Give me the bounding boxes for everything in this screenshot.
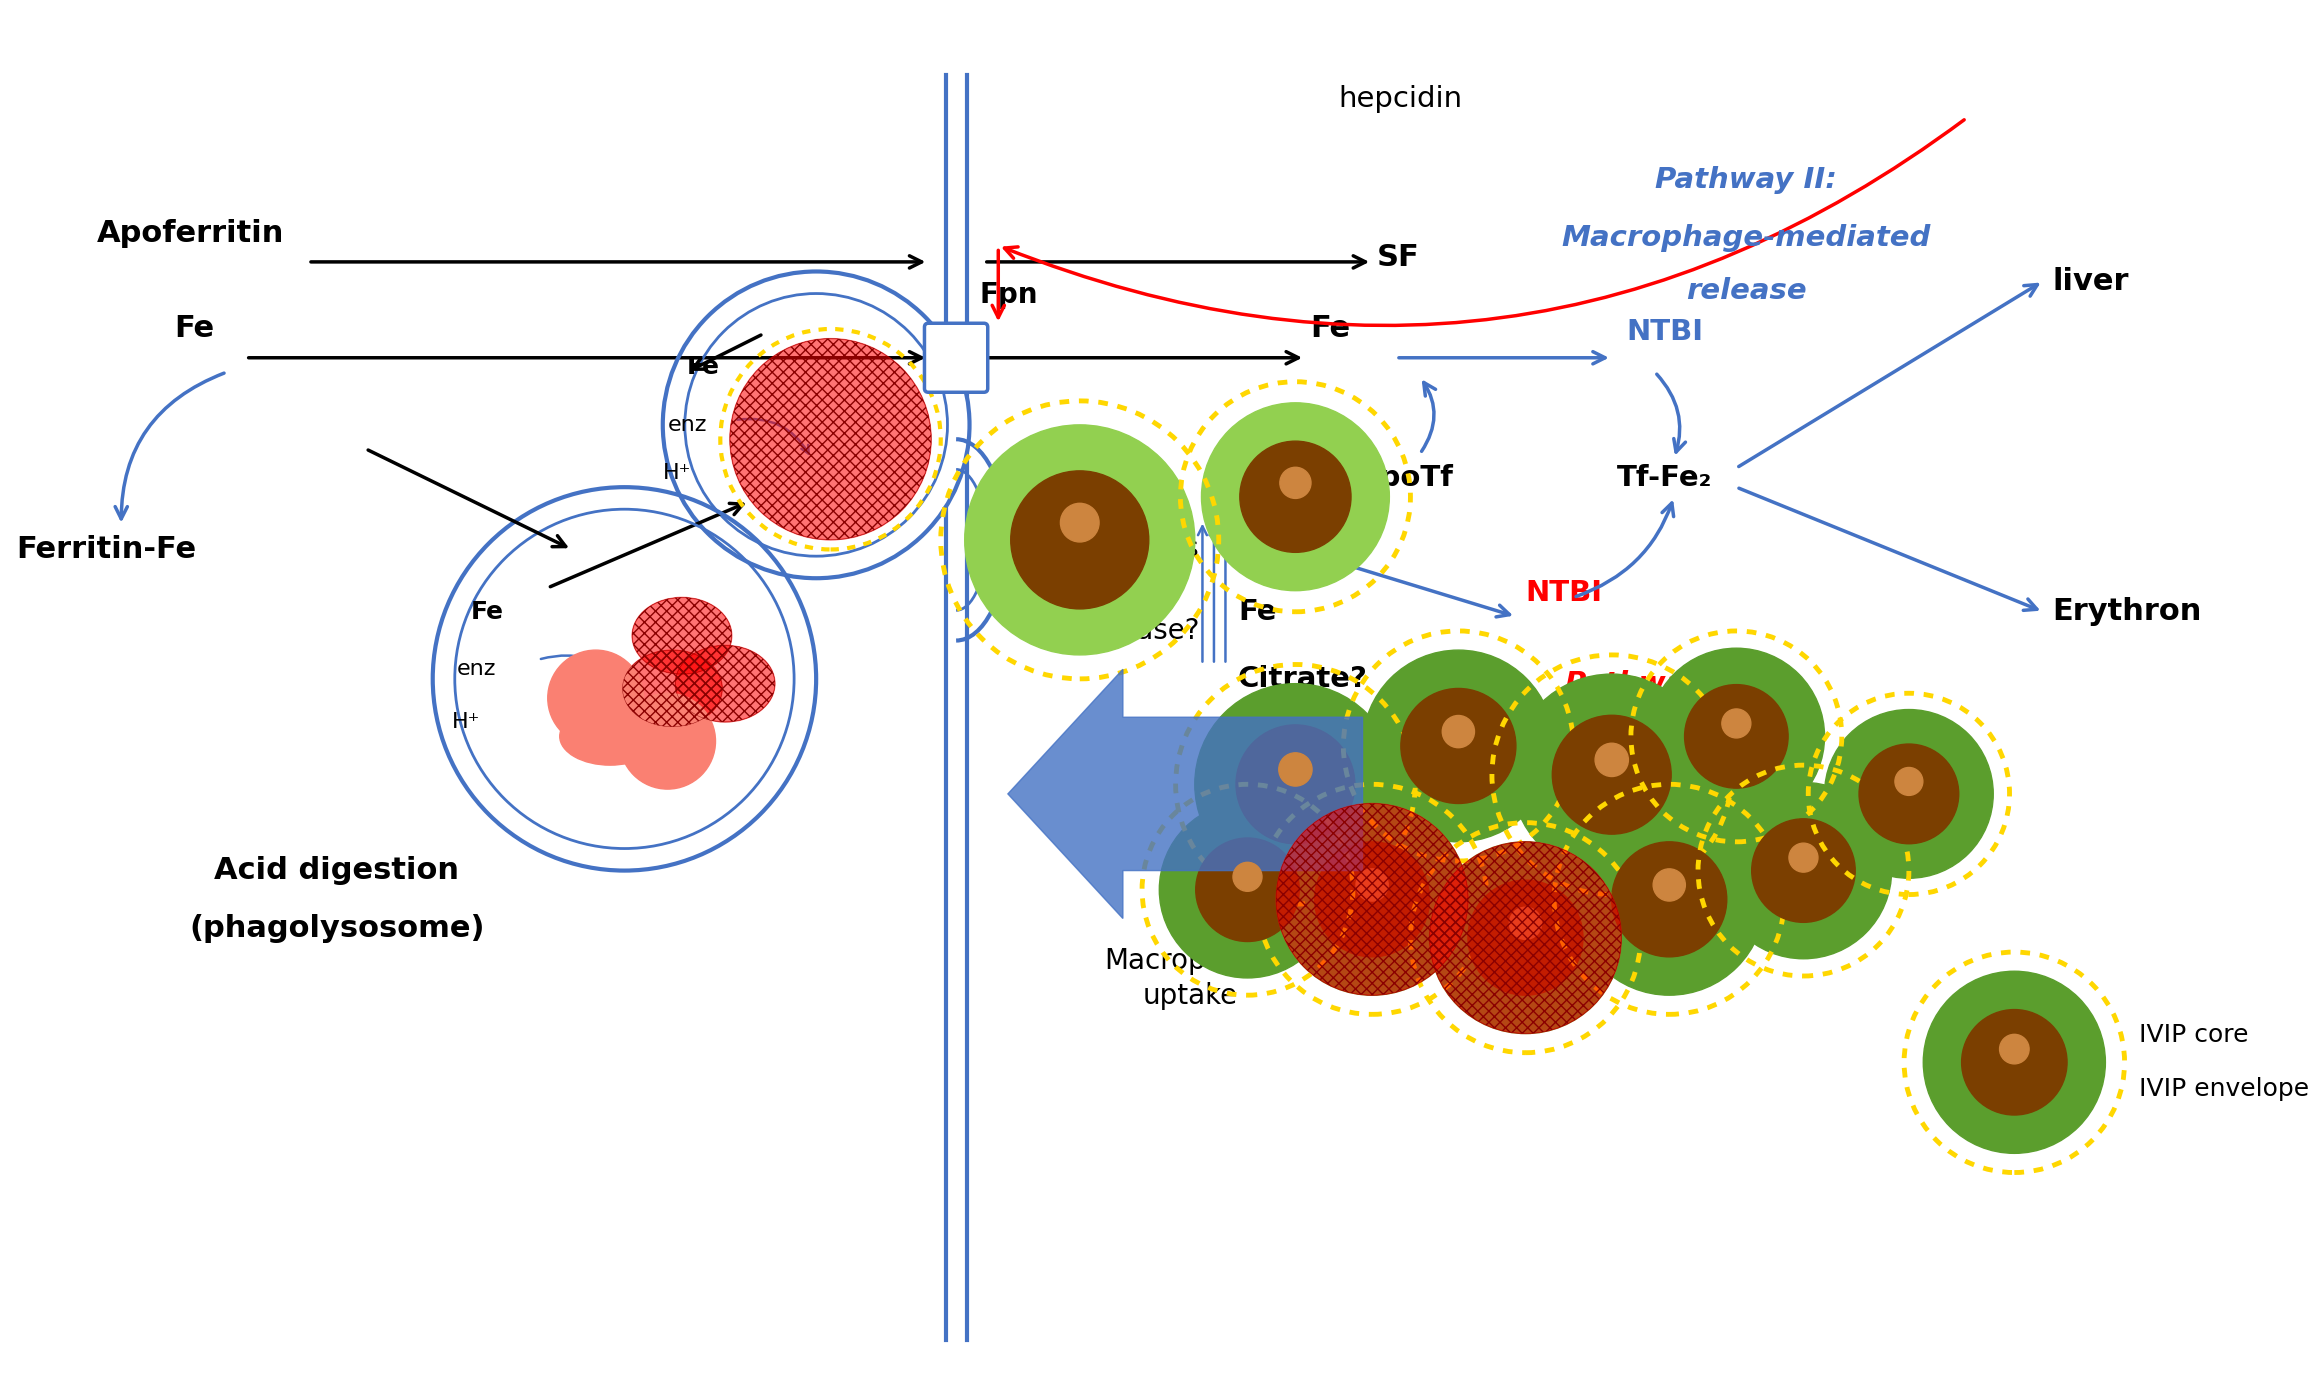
Circle shape [1716,783,1892,959]
Circle shape [1277,804,1468,995]
Text: liver: liver [2053,267,2129,295]
Text: Apoferritin: Apoferritin [98,218,286,247]
Circle shape [1061,503,1098,542]
Polygon shape [1008,670,1363,918]
Text: Fe: Fe [1310,315,1349,344]
Circle shape [620,693,715,788]
Text: Macrophage
uptake: Macrophage uptake [1105,948,1275,1009]
Ellipse shape [622,650,722,727]
Circle shape [1468,881,1584,995]
Text: SF: SF [1377,243,1419,271]
Text: ApoTf: ApoTf [1358,464,1454,492]
Text: Fe: Fe [174,315,214,344]
Text: Erythron: Erythron [2053,597,2201,626]
Text: H⁺: H⁺ [453,712,481,733]
Text: Fe: Fe [471,600,504,624]
Text: Acid digestion: Acid digestion [214,856,460,885]
Circle shape [1356,868,1389,902]
Circle shape [1595,744,1628,776]
Text: H⁺: H⁺ [662,463,692,482]
Ellipse shape [676,646,776,721]
Circle shape [1723,709,1751,738]
Circle shape [1923,972,2106,1153]
Text: Pathway II:: Pathway II: [1656,166,1837,194]
Circle shape [1442,716,1474,748]
Text: hepcidin: hepcidin [1340,85,1463,113]
Circle shape [548,650,643,747]
Text: Macrophage-mediated: Macrophage-mediated [1560,224,1930,252]
Circle shape [1611,842,1728,956]
Circle shape [964,425,1196,654]
Ellipse shape [560,707,659,765]
Circle shape [1277,804,1468,995]
Circle shape [1788,843,1818,872]
Circle shape [1512,674,1711,875]
Text: NTBI: NTBI [1526,579,1602,607]
Text: enz: enz [457,660,497,679]
Text: release: release [1686,277,1807,305]
Text: from IVIP: from IVIP [1574,774,1728,802]
Circle shape [1860,744,1960,844]
Circle shape [1196,684,1396,885]
Circle shape [1314,842,1430,956]
Circle shape [1196,837,1300,941]
Circle shape [1279,467,1312,499]
Circle shape [1962,1009,2067,1116]
Circle shape [1653,868,1686,902]
Text: NTBI: NTBI [1625,319,1704,347]
Text: Ferritin-Fe: Ferritin-Fe [16,535,195,563]
Text: sugars: sugars [1108,535,1200,563]
Text: Pathway I:: Pathway I: [1565,670,1735,698]
Text: Direct release: Direct release [1535,723,1765,751]
Circle shape [1895,768,1923,795]
Text: (phagolysosome): (phagolysosome) [188,913,485,942]
Text: Tf-Fe₂: Tf-Fe₂ [1616,464,1711,492]
Circle shape [1825,710,1992,878]
Text: Citrate?: Citrate? [1238,665,1368,693]
Circle shape [1159,801,1335,979]
Text: enz: enz [669,415,708,435]
Circle shape [1649,649,1825,825]
Circle shape [1240,442,1351,552]
Text: Fe: Fe [687,355,720,379]
Circle shape [1233,863,1261,892]
Circle shape [1999,1035,2029,1064]
Circle shape [729,338,931,540]
Circle shape [1363,650,1553,842]
Text: IVIP envelope: IVIP envelope [2139,1076,2308,1102]
Circle shape [1430,842,1621,1033]
Circle shape [1010,471,1149,610]
Circle shape [1400,688,1516,804]
Circle shape [1430,842,1621,1033]
Circle shape [1751,819,1855,923]
Text: amylase?: amylase? [1068,617,1200,644]
Circle shape [1553,716,1672,835]
Ellipse shape [632,597,731,674]
Circle shape [1279,752,1312,786]
Text: Fpn: Fpn [980,281,1038,309]
Circle shape [432,487,815,871]
Circle shape [1200,403,1389,591]
Text: IVIP core: IVIP core [2139,1023,2248,1047]
Circle shape [1235,726,1354,844]
Circle shape [1574,804,1765,995]
Circle shape [662,271,971,579]
Circle shape [1509,907,1542,939]
FancyBboxPatch shape [924,323,987,393]
Circle shape [1683,685,1788,788]
Text: Fe: Fe [1238,598,1277,626]
